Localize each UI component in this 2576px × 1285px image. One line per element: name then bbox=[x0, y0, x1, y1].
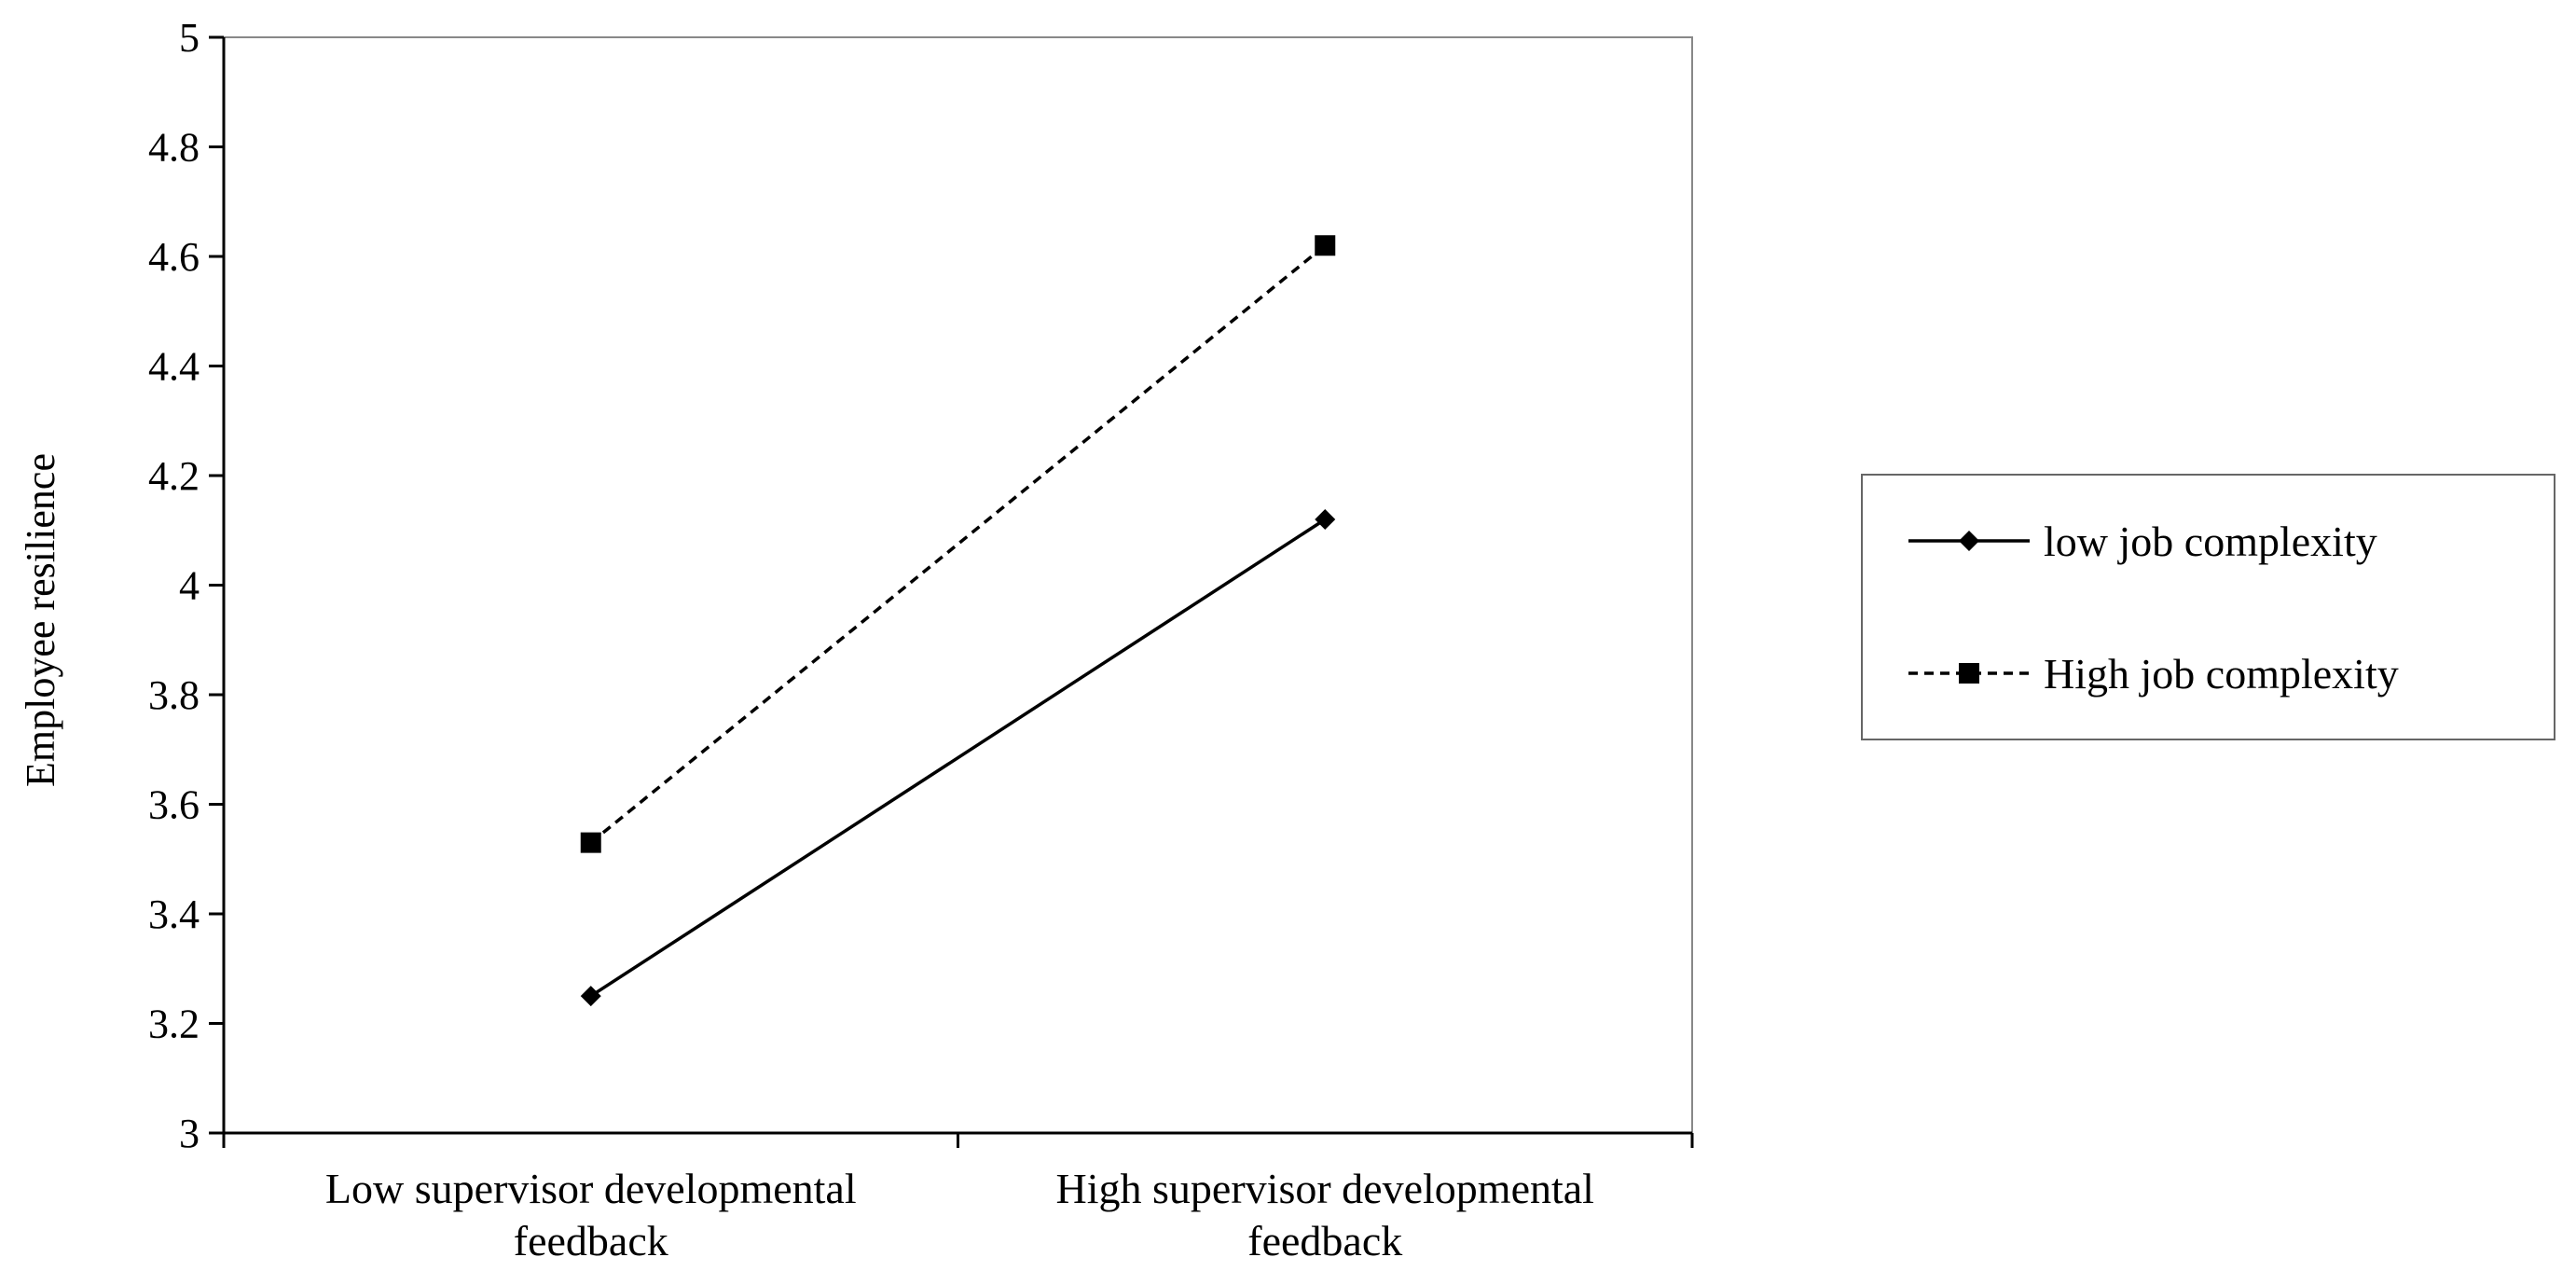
x-axis: Low supervisor developmental feedback High… bbox=[222, 1131, 1694, 1264]
y-tick-label: 4.8 bbox=[148, 125, 200, 171]
series-line bbox=[589, 243, 1327, 844]
series-layer bbox=[580, 235, 1336, 1007]
legend-entry: High job complexity bbox=[1908, 650, 2399, 698]
y-tick-label: 4.2 bbox=[148, 453, 200, 499]
series-line bbox=[589, 518, 1327, 998]
legend-swatch-marker bbox=[1959, 663, 1979, 684]
x-category-label: High supervisor developmental bbox=[1056, 1165, 1594, 1212]
data-point-square bbox=[580, 832, 601, 853]
legend-entry: low job complexity bbox=[1908, 518, 2377, 565]
y-tick-label: 3.6 bbox=[148, 782, 200, 828]
x-category-label: feedback bbox=[514, 1217, 668, 1264]
y-tick-label: 4.4 bbox=[148, 344, 200, 390]
y-axis-title: Employee resilience bbox=[18, 453, 63, 787]
y-tick-label: 3.8 bbox=[148, 672, 200, 718]
series-1 bbox=[580, 509, 1336, 1007]
y-tick-label: 3.2 bbox=[148, 1002, 200, 1047]
data-point-square bbox=[1315, 235, 1336, 256]
data-point-diamond bbox=[1315, 509, 1336, 530]
y-axis: 3 3.2 3.4 3.6 3.8 4 4.2 4.4 4.6 4.8 5 bbox=[148, 15, 226, 1156]
x-category-label: feedback bbox=[1247, 1217, 1402, 1264]
y-tick-label: 4 bbox=[179, 563, 200, 609]
legend: low job complexity High job complexity bbox=[1861, 474, 2555, 740]
legend-box bbox=[1861, 474, 2555, 740]
legend-label: low job complexity bbox=[2044, 518, 2377, 565]
y-tick-label: 5 bbox=[179, 15, 200, 61]
y-tick-label: 3.4 bbox=[148, 891, 200, 937]
legend-label: High job complexity bbox=[2044, 650, 2399, 698]
x-category-label: Low supervisor developmental bbox=[325, 1165, 857, 1212]
plot-area bbox=[223, 36, 1693, 1134]
data-point-diamond bbox=[580, 986, 601, 1007]
y-tick-label: 4.6 bbox=[148, 234, 200, 280]
legend-swatch-marker bbox=[1959, 531, 1979, 551]
series-2 bbox=[580, 235, 1336, 853]
y-tick-label: 3 bbox=[179, 1111, 200, 1156]
